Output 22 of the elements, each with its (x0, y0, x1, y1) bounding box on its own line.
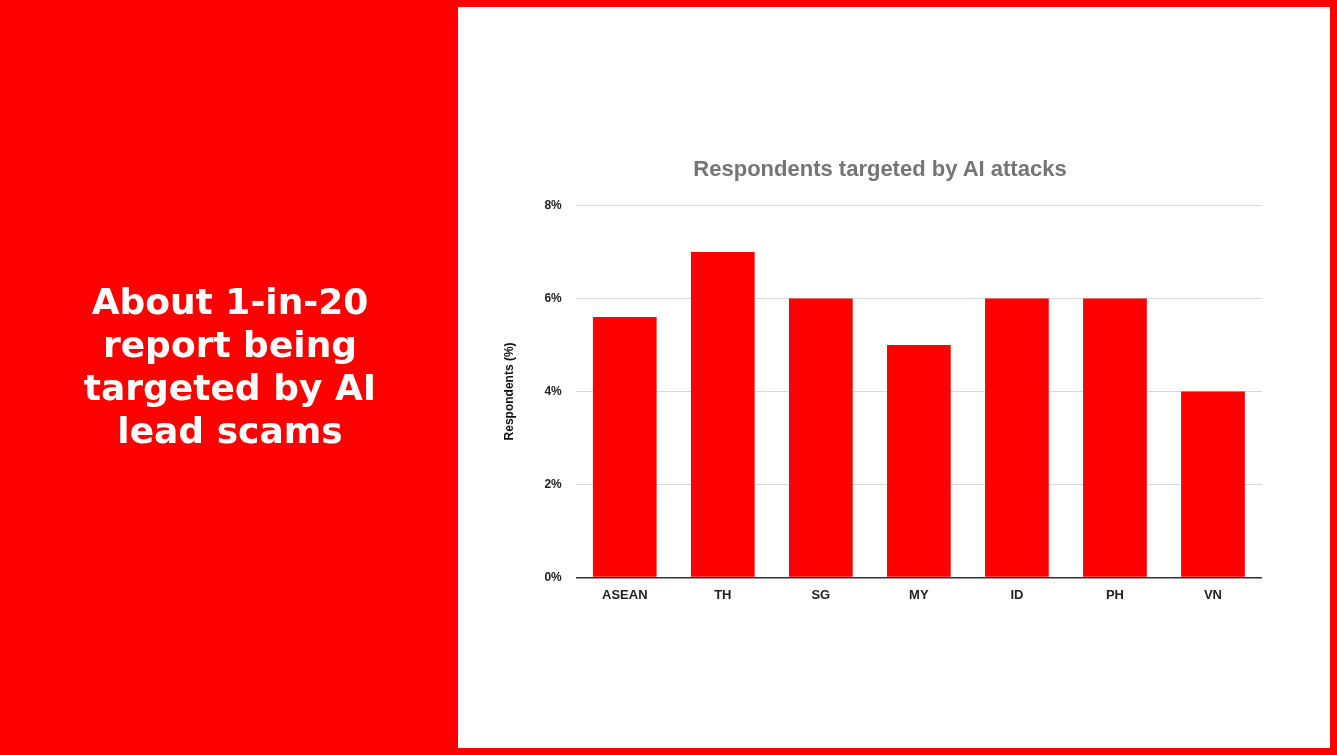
x-tick-label: VN (1203, 586, 1223, 602)
x-tick-label: ID (1010, 586, 1024, 602)
x-tick-label: SG (811, 586, 831, 602)
y-axis-title: Respondents (%) (501, 342, 516, 441)
y-tick-label: 0% (544, 569, 563, 584)
y-tick-label: 6% (544, 290, 563, 305)
x-tick-label: PH (1105, 586, 1124, 602)
y-tick-label: 8% (544, 197, 563, 212)
bar (887, 344, 951, 577)
chart-title: Respondents targeted by AI attacks (693, 156, 1067, 182)
y-tick-label: 2% (544, 476, 563, 491)
x-tick-label: ASEAN (602, 586, 648, 602)
y-tick-label: 4% (544, 383, 563, 398)
bar (592, 317, 657, 577)
bar (1181, 391, 1245, 577)
bar (690, 251, 755, 577)
x-tick-label: MY (909, 586, 929, 602)
x-tick-label: TH (714, 586, 732, 602)
bar (788, 298, 853, 577)
bar (985, 298, 1049, 577)
text: About 1-in-20 report being targeted by AI lead scams (82, 280, 378, 452)
bar (1083, 298, 1147, 577)
